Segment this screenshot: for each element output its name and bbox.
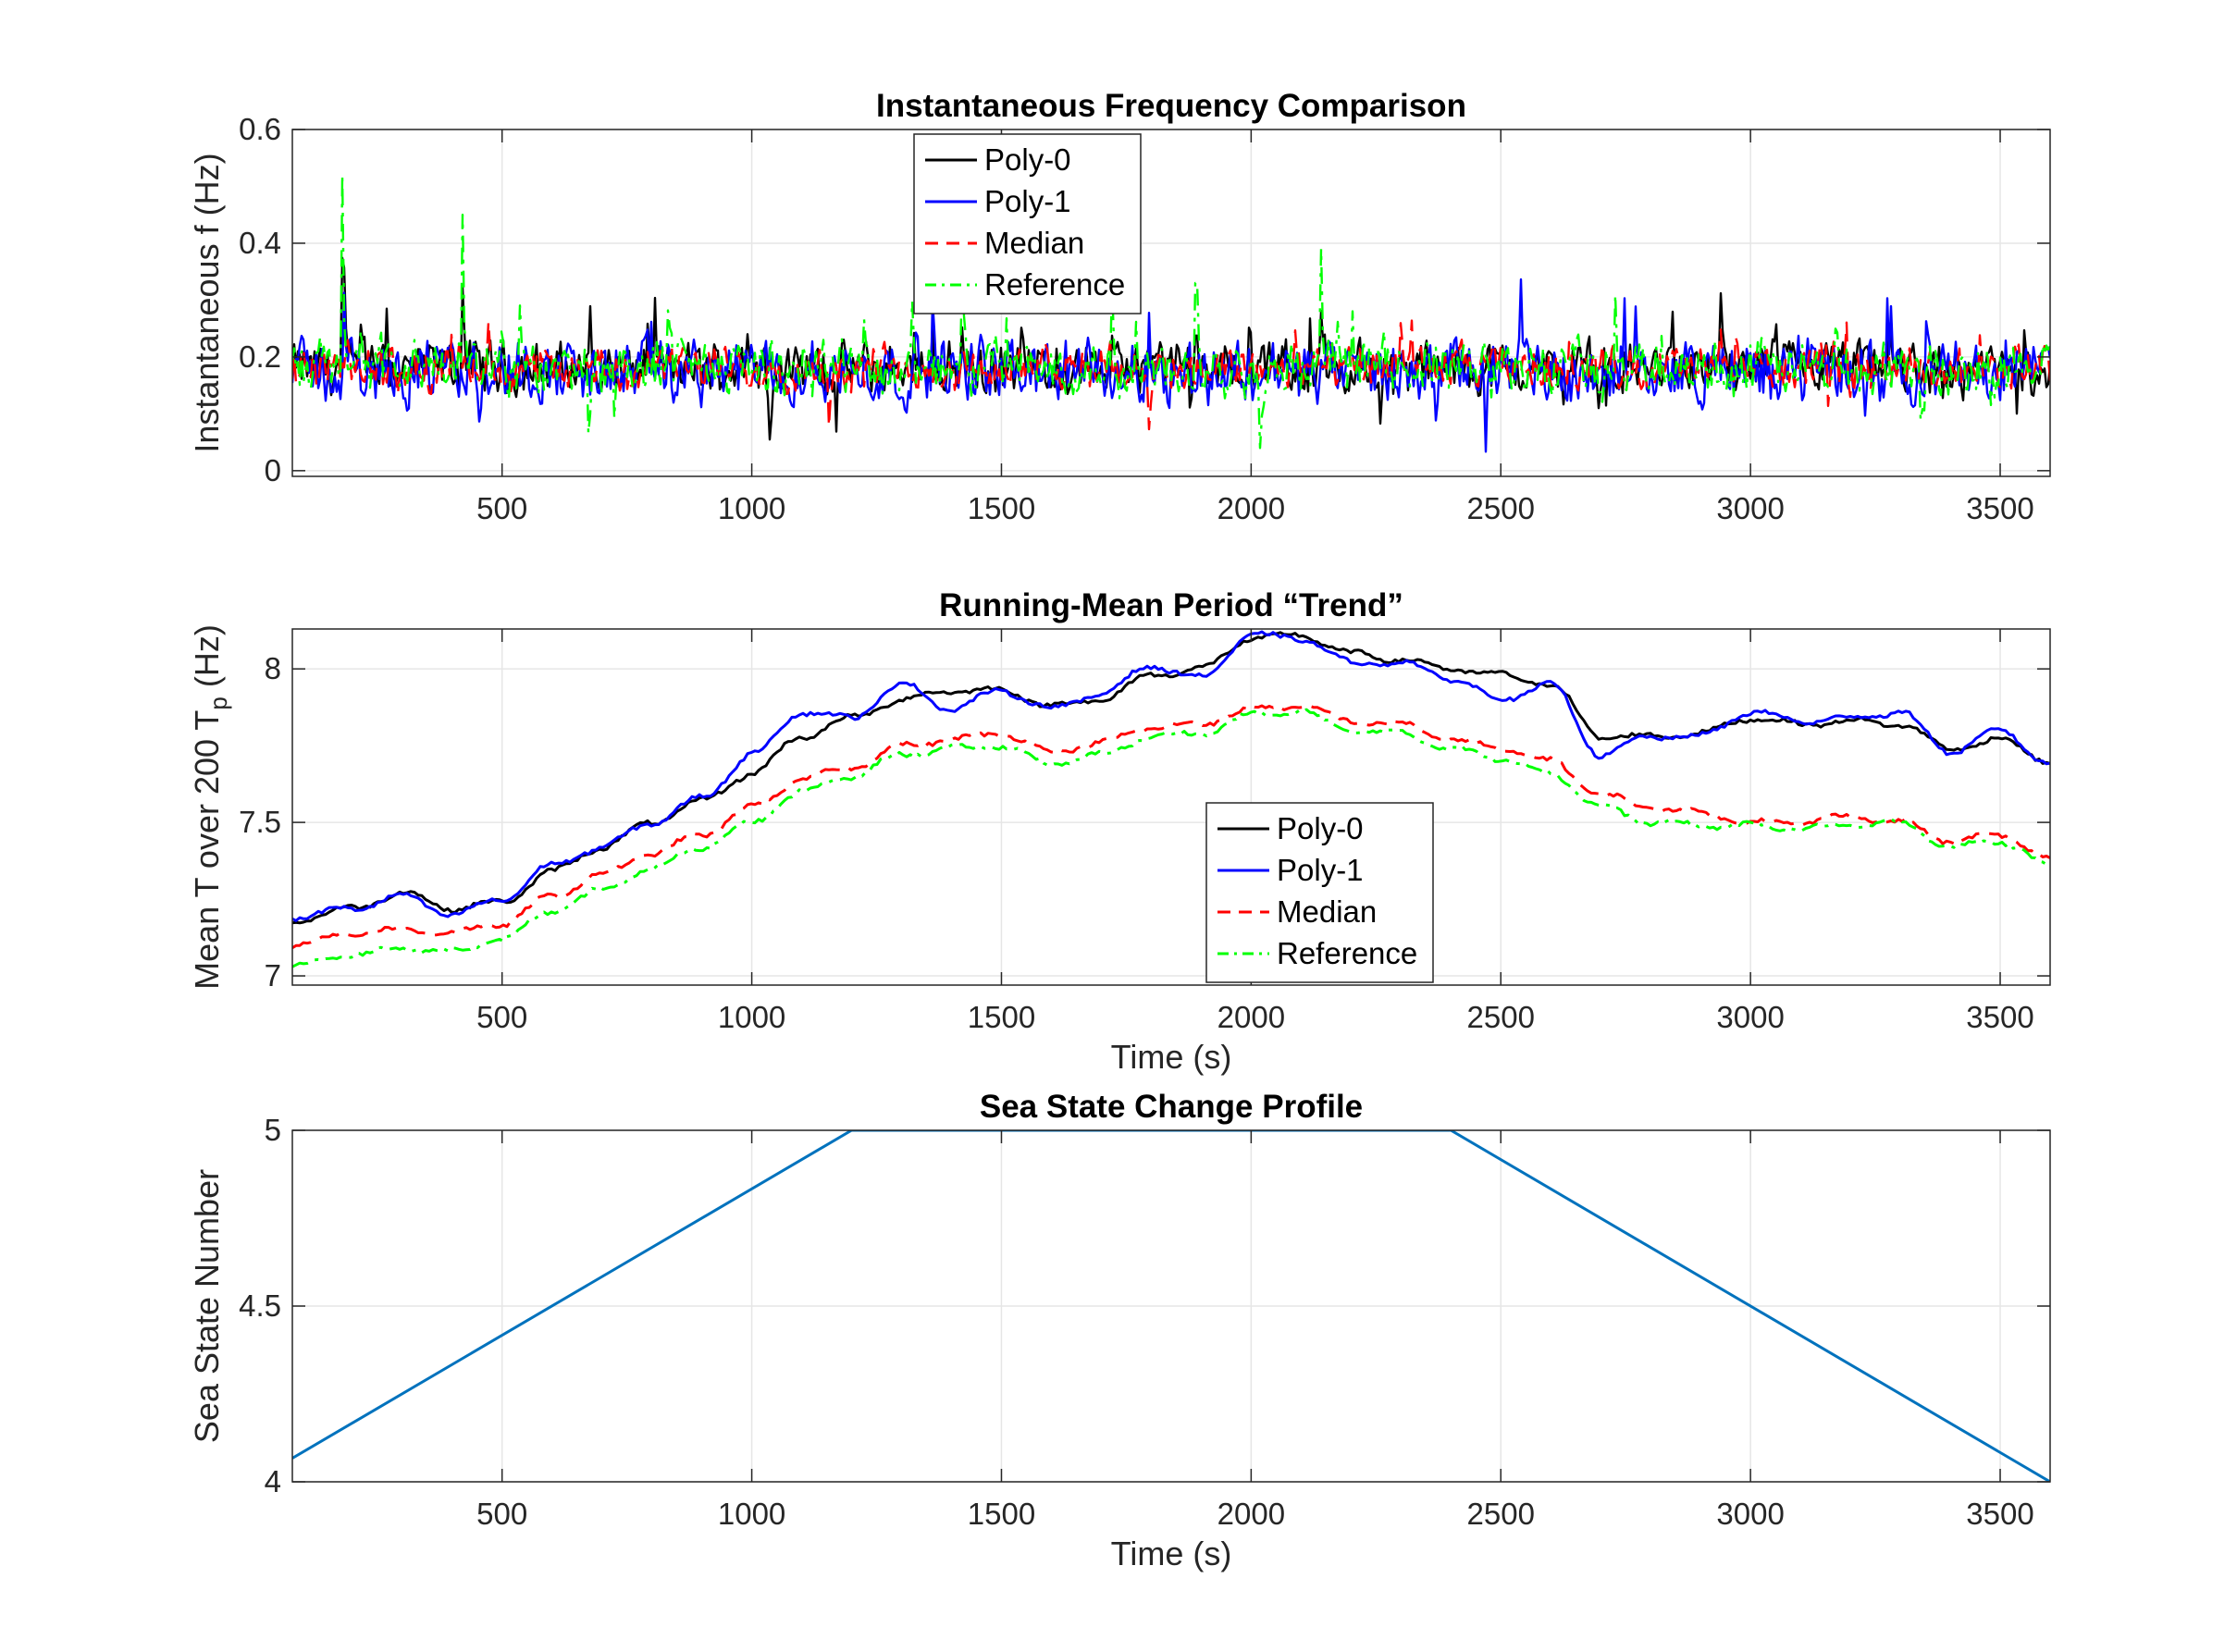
x-tick-label: 3000 bbox=[1716, 1497, 1784, 1531]
x-tick-label: 3500 bbox=[1966, 1497, 2033, 1531]
x-tick-label: 3500 bbox=[1966, 1000, 2033, 1034]
legend-label-poly-1: Poly-1 bbox=[1277, 853, 1364, 887]
legend: Poly-0 Poly-1 Median Reference bbox=[1205, 802, 1434, 983]
subplot-1: 500 1000 1500 2000 2500 3000 3500 0 0.2 0.4 0.6 Ins… bbox=[188, 88, 2051, 525]
chart-title: Sea State Change Profile bbox=[980, 1089, 1363, 1125]
x-tick-label: 3000 bbox=[1716, 491, 1784, 525]
y-axis-label-suffix: (Hz) bbox=[188, 624, 226, 697]
legend-label-poly-0: Poly-0 bbox=[1277, 811, 1364, 845]
x-tick-label: 1000 bbox=[718, 491, 785, 525]
axes-box bbox=[291, 628, 2051, 986]
plot-area bbox=[292, 1130, 2050, 1482]
legend-label-poly-1: Poly-1 bbox=[984, 184, 1071, 218]
y-tick-label: 7 bbox=[265, 958, 281, 992]
y-axis-label-main: Sea State Number bbox=[188, 1169, 226, 1443]
axes-background bbox=[292, 629, 2050, 985]
plot-area bbox=[292, 630, 2050, 968]
y-tick-label: 0 bbox=[265, 453, 281, 487]
x-tick-label: 2500 bbox=[1467, 491, 1535, 525]
x-tick-label: 2000 bbox=[1217, 491, 1285, 525]
y-axis-label-subscript: p bbox=[204, 697, 232, 709]
y-tick-label: 0.6 bbox=[239, 112, 281, 146]
x-tick-label: 2500 bbox=[1467, 1000, 1535, 1034]
y-axis-label: Sea State Number bbox=[188, 1169, 226, 1443]
y-axis-label-main: Mean T over 200 T bbox=[188, 710, 226, 990]
legend-label-median: Median bbox=[1277, 894, 1377, 929]
plot-area bbox=[292, 173, 2050, 453]
y-tick-label: 4.5 bbox=[239, 1288, 281, 1323]
y-axis-label-main: Instantaneous f (Hz) bbox=[188, 153, 226, 452]
chart-title: Running-Mean Period “Trend” bbox=[939, 587, 1403, 623]
y-tick-label: 0.4 bbox=[239, 226, 281, 260]
legend-label-poly-0: Poly-0 bbox=[984, 142, 1071, 177]
legend-label-reference: Reference bbox=[1277, 936, 1417, 970]
x-tick-label: 2500 bbox=[1467, 1497, 1535, 1531]
x-tick-label: 1500 bbox=[968, 1497, 1035, 1531]
axes-box bbox=[291, 129, 2051, 477]
axes-background bbox=[292, 129, 2050, 476]
y-tick-label: 0.2 bbox=[239, 339, 281, 374]
x-axis-label: Time (s) bbox=[1111, 1038, 1232, 1076]
legend-label-median: Median bbox=[984, 226, 1084, 260]
y-tick-label: 4 bbox=[265, 1464, 281, 1498]
y-tick-label: 5 bbox=[265, 1113, 281, 1147]
y-axis-label: Mean T over 200 Tp (Hz) bbox=[188, 624, 232, 990]
series-line-reference bbox=[292, 173, 2050, 450]
x-tick-label: 3000 bbox=[1716, 1000, 1784, 1034]
legend: Poly-0 Poly-1 Median Reference bbox=[913, 133, 1142, 314]
y-axis-label: Instantaneous f (Hz) bbox=[188, 153, 226, 452]
chart-title: Instantaneous Frequency Comparison bbox=[876, 88, 1466, 124]
y-tick-label: 8 bbox=[265, 651, 281, 685]
legend-label-reference: Reference bbox=[984, 267, 1125, 302]
x-tick-label: 1500 bbox=[968, 1000, 1035, 1034]
x-axis-label: Time (s) bbox=[1111, 1535, 1232, 1572]
series-line-median bbox=[292, 704, 2050, 949]
series-line-poly-1 bbox=[292, 277, 2050, 453]
x-tick-label: 3500 bbox=[1966, 491, 2033, 525]
series-line-poly-1 bbox=[292, 630, 2050, 922]
subplot-2: 500 1000 1500 2000 2500 3000 3500 7 7.5 8 Running-… bbox=[188, 587, 2051, 1076]
series-line-poly-0 bbox=[292, 631, 2050, 925]
y-tick-label: 7.5 bbox=[239, 805, 281, 839]
series-line-median bbox=[292, 319, 2050, 431]
x-tick-label: 1000 bbox=[718, 1000, 785, 1034]
x-tick-label: 500 bbox=[476, 1497, 527, 1531]
x-tick-label: 1000 bbox=[718, 1497, 785, 1531]
x-tick-label: 500 bbox=[476, 1000, 527, 1034]
subplot-3: 500 1000 1500 2000 2500 3000 3500 4 4.5 5 Sea Stat… bbox=[188, 1089, 2051, 1572]
x-tick-label: 500 bbox=[476, 491, 527, 525]
x-tick-label: 2000 bbox=[1217, 1000, 1285, 1034]
series-line-reference bbox=[292, 708, 2050, 968]
series-line-profile bbox=[292, 1130, 2050, 1482]
x-tick-label: 2000 bbox=[1217, 1497, 1285, 1531]
x-tick-label: 1500 bbox=[968, 491, 1035, 525]
